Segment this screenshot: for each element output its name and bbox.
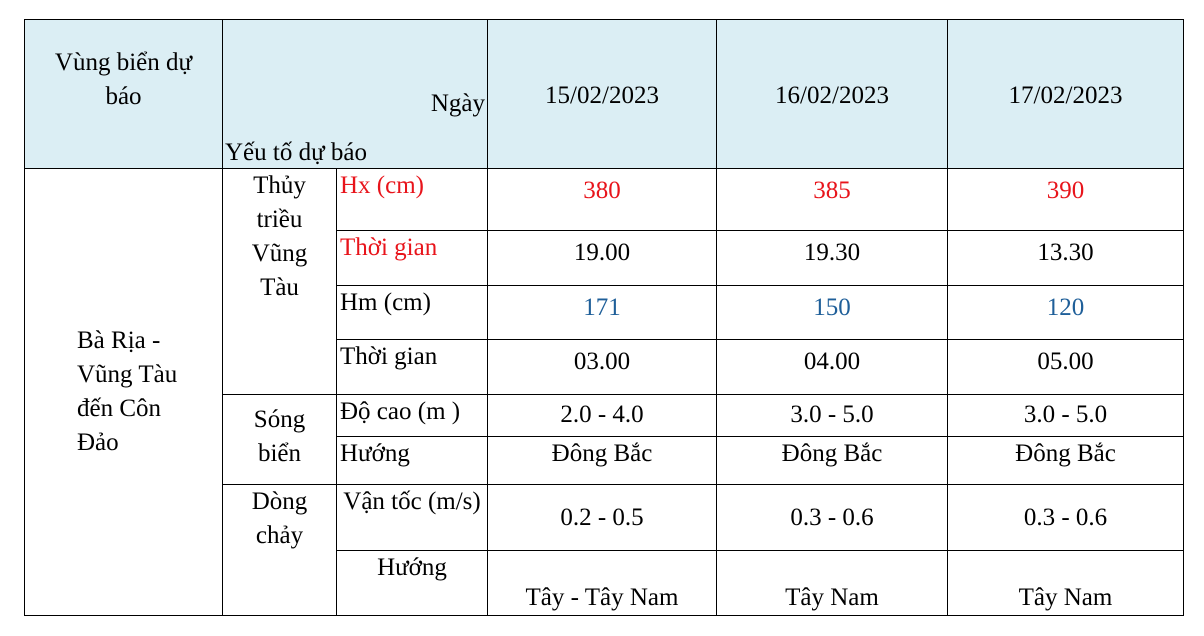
data-row: Thời gian 03.00 04.00 05.00 xyxy=(25,339,1184,395)
value: 390 xyxy=(1046,177,1085,204)
value-cell: 385 xyxy=(716,168,948,231)
value-cell: Tây Nam xyxy=(947,550,1184,616)
value: 03.00 xyxy=(573,348,631,375)
group-cell: Dòng chảy xyxy=(222,484,337,616)
value: Đông Bắc xyxy=(781,440,883,467)
data-row: Hướng Tây - Tây Nam Tây Nam Tây Nam xyxy=(25,550,1184,616)
row-label-cell: Độ cao (m ) xyxy=(336,394,488,437)
data-row: Sóng biển Độ cao (m ) 2.0 - 4.0 3.0 - 5.0 3.… xyxy=(25,394,1184,485)
value: 19.30 xyxy=(803,239,861,266)
value-cell: 390 xyxy=(947,168,1184,231)
value: 171 xyxy=(583,294,621,321)
value: 0.3 - 0.6 xyxy=(790,504,874,531)
row-label: Vận tốc (m/s) xyxy=(343,488,481,515)
value-cell: 04.00 xyxy=(716,339,948,395)
row-label: Thời gian xyxy=(340,234,438,261)
group-cell: Thủy triều Vũng Tàu xyxy=(222,168,337,395)
row-label-cell: Hm (cm) xyxy=(336,285,488,340)
group-name: Dòng chảy xyxy=(251,488,308,549)
value-cell: 13.30 xyxy=(947,230,1184,286)
value-cell: Tây - Tây Nam xyxy=(487,550,717,616)
date: 16/02/2023 xyxy=(775,82,889,109)
value: 04.00 xyxy=(803,348,861,375)
value: 19.00 xyxy=(573,239,631,266)
value-cell: 380 xyxy=(487,168,717,231)
row-label-cell: Hx (cm) xyxy=(336,168,488,231)
region-header: Vùng biển dự báo xyxy=(24,19,223,169)
data-row: Dòng chảy Vận tốc (m/s) 0.2 - 0.5 0.3 - 0.6… xyxy=(25,484,1184,616)
value: 05.00 xyxy=(1037,348,1094,375)
region-label: Vùng biển dự báo xyxy=(54,49,193,110)
group-name: Sóng biển xyxy=(253,406,306,467)
date: 17/02/2023 xyxy=(1008,82,1123,109)
value-cell: Đông Bắc xyxy=(716,436,948,485)
value: 3.0 - 5.0 xyxy=(790,401,874,428)
value: Tây Nam xyxy=(785,584,879,611)
row-label: Hướng xyxy=(340,440,410,467)
region-name: Bà Rịa - Vũng Tàu đến Côn Đảo xyxy=(77,327,178,456)
data-row: Bà Rịa - Vũng Tàu đến Côn Đảo Thủy triều … xyxy=(24,168,1184,616)
value-cell: 171 xyxy=(487,285,717,340)
date-cell: 16/02/2023 xyxy=(716,19,948,169)
row-label-cell: Thời gian xyxy=(336,230,488,286)
date-cell: 17/02/2023 xyxy=(947,19,1184,169)
value: Tây - Tây Nam xyxy=(525,584,679,611)
value-cell: 150 xyxy=(716,285,948,340)
row-label: Thời gian xyxy=(340,343,438,370)
value: 0.2 - 0.5 xyxy=(560,504,644,531)
value-cell: Đông Bắc xyxy=(947,436,1184,485)
value: Đông Bắc xyxy=(1015,440,1116,467)
value: Tây Nam xyxy=(1018,584,1113,611)
value: 3.0 - 5.0 xyxy=(1023,401,1108,428)
value: 150 xyxy=(813,294,851,321)
data-row: Hướng Đông Bắc Đông Bắc Đông Bắc xyxy=(25,436,1184,485)
value-cell: 19.00 xyxy=(487,230,717,286)
value-cell: 0.2 - 0.5 xyxy=(487,484,717,551)
row-label-cell: Vận tốc (m/s) xyxy=(336,484,488,551)
value: Đông Bắc xyxy=(551,440,653,467)
value-cell: 0.3 - 0.6 xyxy=(947,484,1184,551)
group-cell: Sóng biển xyxy=(222,394,337,485)
row-label-cell: Hướng xyxy=(336,436,488,485)
value-cell: 3.0 - 5.0 xyxy=(947,394,1184,437)
row-label: Hx (cm) xyxy=(340,172,424,199)
value-cell: 3.0 - 5.0 xyxy=(716,394,948,437)
date-cell: 15/02/2023 xyxy=(487,19,717,169)
value-cell: 19.30 xyxy=(716,230,948,286)
day-label: Ngày xyxy=(430,90,485,117)
row-label: Độ cao (m ) xyxy=(340,398,461,425)
group-name: Thủy triều Vũng Tàu xyxy=(251,172,308,301)
value: 2.0 - 4.0 xyxy=(560,401,644,428)
factor-header: Ngày Yếu tố dự báo xyxy=(222,19,488,169)
value: 13.30 xyxy=(1037,239,1094,266)
value-cell: Tây Nam xyxy=(716,550,948,616)
value: 0.3 - 0.6 xyxy=(1023,504,1108,531)
row-label-cell: Thời gian xyxy=(336,339,488,395)
value: 380 xyxy=(583,177,621,204)
value-cell: Đông Bắc xyxy=(487,436,717,485)
value-cell: 03.00 xyxy=(487,339,717,395)
value: 385 xyxy=(813,177,851,204)
factor-label: Yếu tố dự báo xyxy=(225,139,367,166)
value-cell: 2.0 - 4.0 xyxy=(487,394,717,437)
forecast-table: Vùng biển dự báo Ngày Yếu tố dự báo 15/0… xyxy=(24,19,1184,616)
value: 120 xyxy=(1046,294,1085,321)
header-row: Vùng biển dự báo Ngày Yếu tố dự báo 15/0… xyxy=(24,19,1184,169)
region-cell: Bà Rịa - Vũng Tàu đến Côn Đảo xyxy=(24,168,223,616)
value-cell: 0.3 - 0.6 xyxy=(716,484,948,551)
value-cell: 05.00 xyxy=(947,339,1184,395)
value-cell: 120 xyxy=(947,285,1184,340)
row-label-cell: Hướng xyxy=(336,550,488,616)
row-label: Hướng xyxy=(377,554,447,581)
date: 15/02/2023 xyxy=(545,82,659,109)
row-label: Hm (cm) xyxy=(340,289,431,316)
